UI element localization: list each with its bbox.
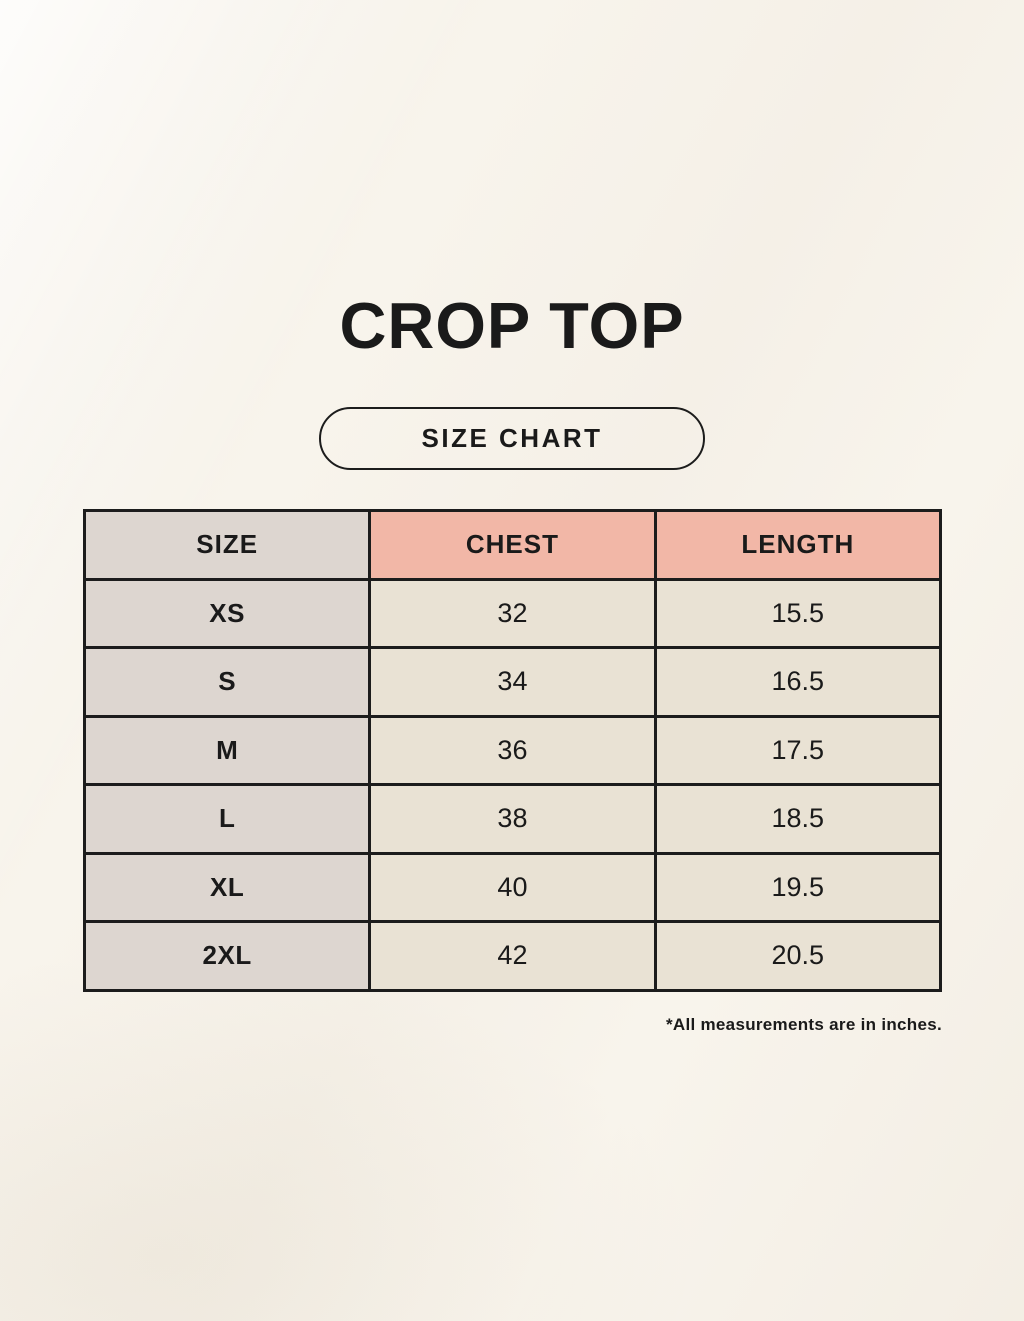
size-label-s: S xyxy=(82,646,372,718)
size-label-l: L xyxy=(82,783,372,855)
table-row: L 38 18.5 xyxy=(82,783,943,855)
chest-value-xl: 40 xyxy=(368,851,657,923)
chest-value-xs: 32 xyxy=(368,577,657,649)
table-row: XL 40 19.5 xyxy=(82,851,943,923)
size-chart-table: SIZE CHEST LENGTH XS 32 15.5 S 34 16.5 M… xyxy=(82,509,943,992)
size-label-2xl: 2XL xyxy=(82,920,372,992)
chest-value-2xl: 42 xyxy=(368,920,657,992)
length-value-xl: 19.5 xyxy=(653,851,943,923)
size-label-m: M xyxy=(82,714,372,786)
page-title: CROP TOP xyxy=(339,289,685,362)
table-row: M 36 17.5 xyxy=(82,714,943,786)
chest-value-s: 34 xyxy=(368,646,657,718)
table-row: 2XL 42 20.5 xyxy=(82,920,943,992)
column-header-chest: CHEST xyxy=(368,509,657,581)
length-value-s: 16.5 xyxy=(653,646,943,718)
measurement-footnote: *All measurements are in inches. xyxy=(665,1015,942,1034)
chest-value-m: 36 xyxy=(368,714,657,786)
length-value-2xl: 20.5 xyxy=(653,920,943,992)
column-header-length: LENGTH xyxy=(653,509,943,581)
table-row: XS 32 15.5 xyxy=(82,577,943,649)
size-chart-button[interactable]: SIZE CHART xyxy=(319,407,705,470)
chest-value-l: 38 xyxy=(368,783,657,855)
length-value-m: 17.5 xyxy=(653,714,943,786)
column-header-size: SIZE xyxy=(82,509,372,581)
table-header-row: SIZE CHEST LENGTH xyxy=(82,509,943,581)
length-value-l: 18.5 xyxy=(653,783,943,855)
size-chart-button-label: SIZE CHART xyxy=(421,423,603,453)
table-row: S 34 16.5 xyxy=(82,646,943,718)
length-value-xs: 15.5 xyxy=(653,577,943,649)
size-label-xl: XL xyxy=(82,851,372,923)
size-label-xs: XS xyxy=(82,577,372,649)
